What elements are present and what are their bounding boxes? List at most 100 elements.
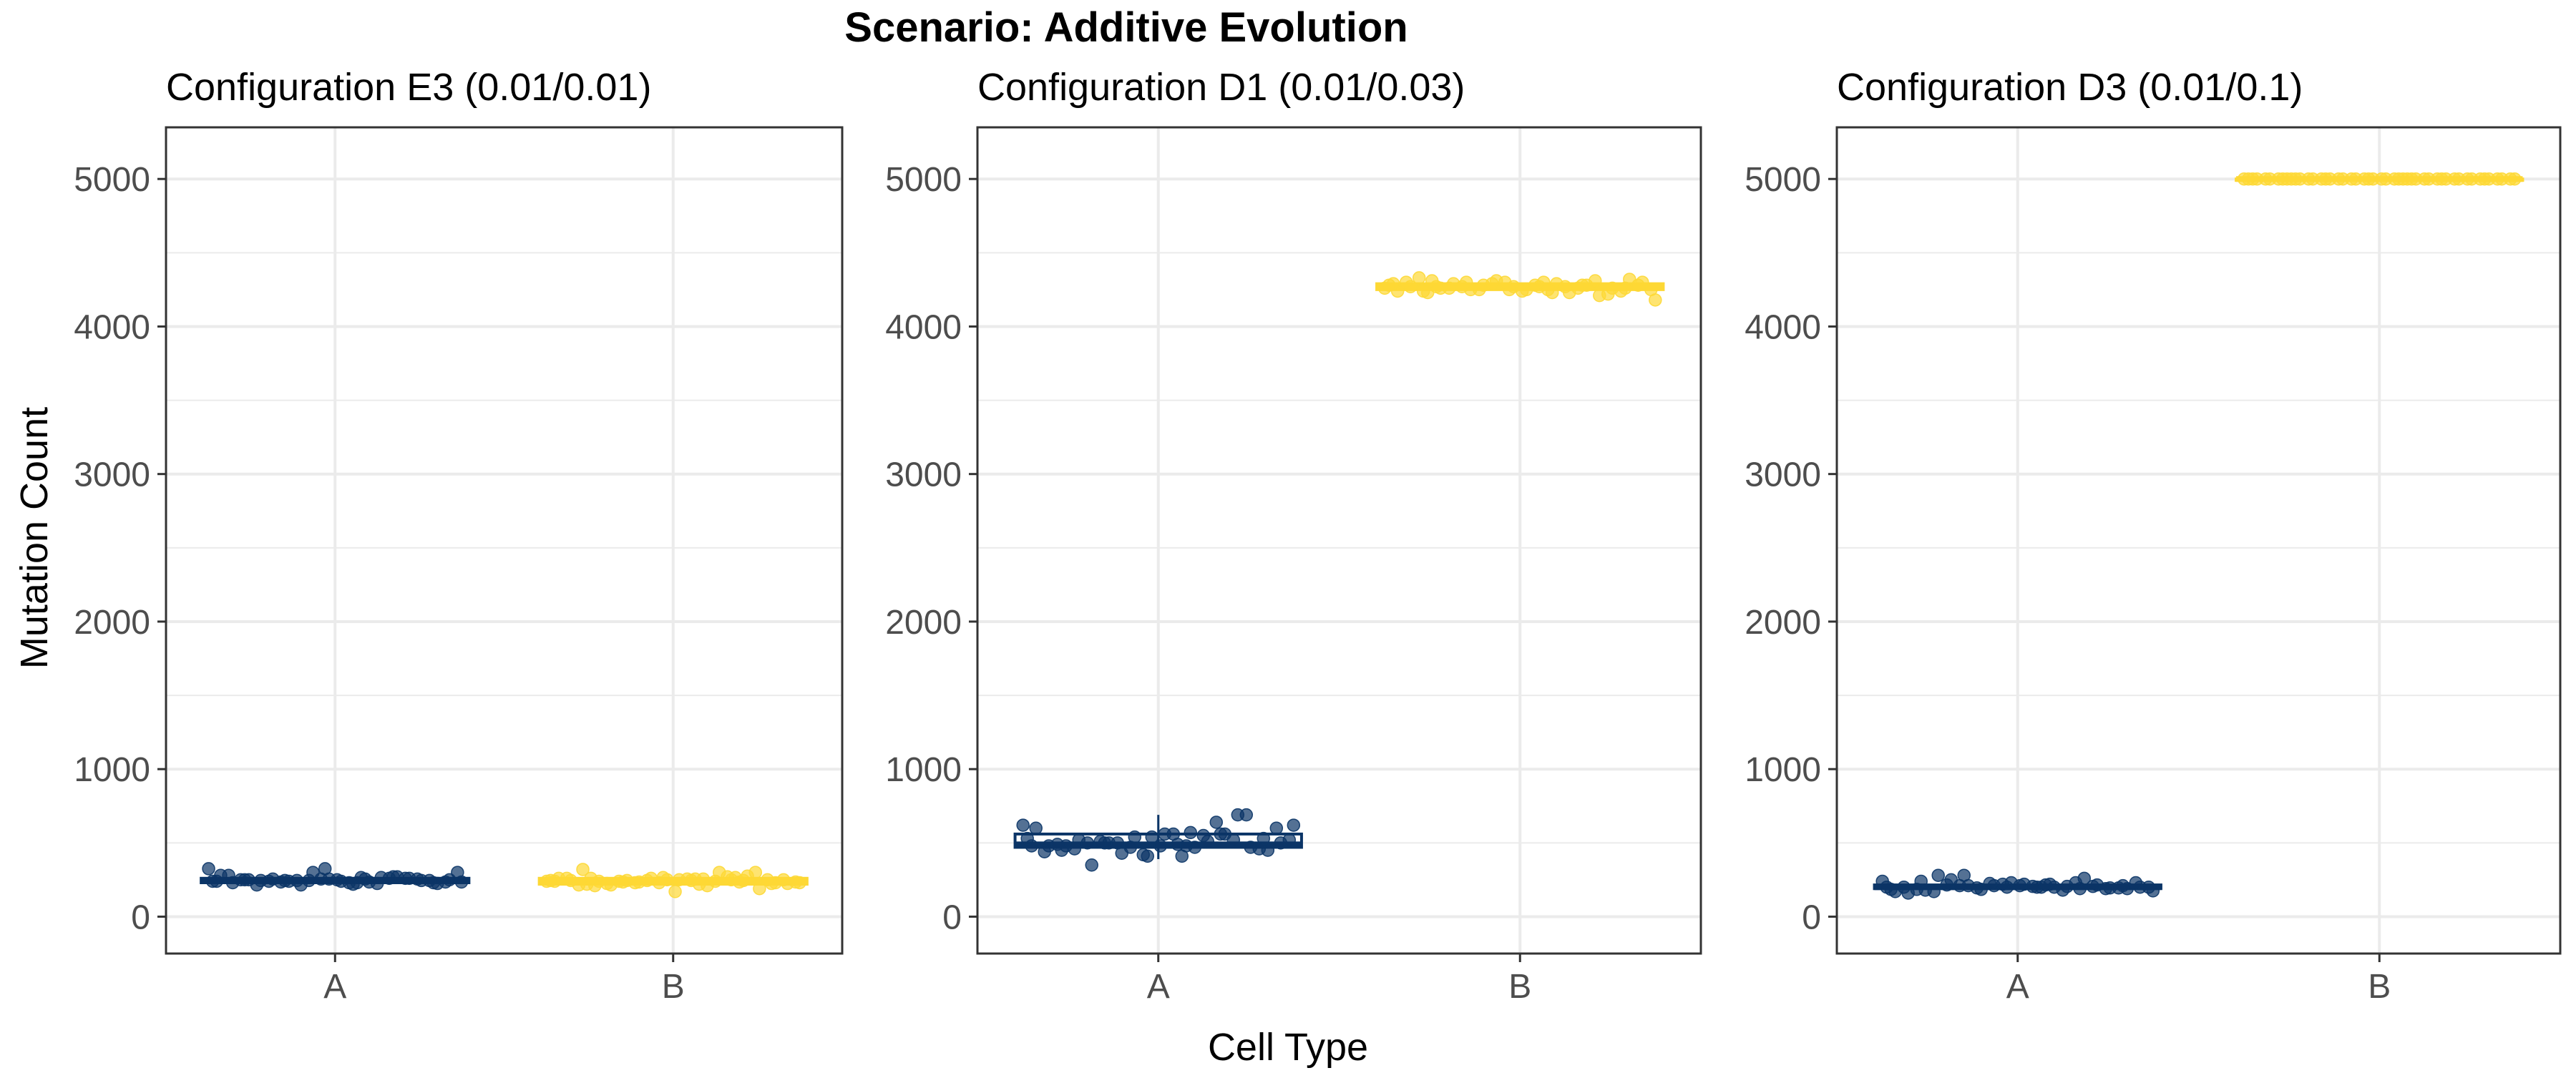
data-point-B xyxy=(1416,284,1430,298)
x-tick-label: A xyxy=(323,968,346,1006)
data-point-B xyxy=(572,878,586,892)
y-tick-label: 2000 xyxy=(885,604,962,642)
x-tick-label: B xyxy=(1508,968,1531,1006)
data-point-A xyxy=(451,866,464,879)
x-tick-label: B xyxy=(662,968,685,1006)
x-tick-label: A xyxy=(1147,968,1170,1006)
panel-title: Configuration D3 (0.01/0.1) xyxy=(1837,66,2303,109)
data-point-B xyxy=(1558,280,1572,293)
y-axis-title: Mutation Count xyxy=(13,407,56,669)
panel-1: 0 1000 2000 3000 4000 5000 A B Configuration E3 … xyxy=(74,66,844,1006)
data-point-B xyxy=(2314,172,2328,186)
points-A xyxy=(1016,808,1301,872)
data-point-A xyxy=(1179,839,1194,853)
data-point-B xyxy=(2418,172,2431,186)
data-point-B xyxy=(733,875,746,889)
data-point-B xyxy=(2284,172,2298,186)
data-point-A xyxy=(1068,842,1081,856)
data-point-B xyxy=(1631,278,1645,292)
panel-3: 0 1000 2000 3000 4000 5000 A B Configuration D3 … xyxy=(1745,66,2562,1006)
data-point-A xyxy=(302,873,316,888)
data-point-B xyxy=(576,863,590,876)
data-point-A xyxy=(382,871,396,886)
data-point-B xyxy=(680,872,694,886)
data-point-A xyxy=(1996,877,2009,891)
data-point-A xyxy=(422,873,436,888)
data-point-A xyxy=(1970,881,1984,895)
y-tick-label: 3000 xyxy=(885,456,962,494)
data-point-A xyxy=(411,872,424,886)
y-tick-label: 0 xyxy=(942,898,962,936)
data-point-A xyxy=(1910,883,1923,896)
data-point-B xyxy=(1382,278,1396,292)
points-B xyxy=(540,863,806,898)
data-point-A xyxy=(1085,858,1098,872)
data-point-A xyxy=(1214,827,1228,841)
data-point-A xyxy=(1093,835,1107,848)
data-point-A xyxy=(1038,845,1051,858)
data-point-B xyxy=(2241,172,2255,186)
data-point-A xyxy=(1029,821,1043,835)
points-B xyxy=(2237,172,2522,186)
data-point-A xyxy=(1953,878,1966,893)
panels: 0 1000 2000 3000 4000 5000 A B Configuration E3 … xyxy=(74,66,2562,1006)
data-point-A xyxy=(2099,882,2113,896)
data-point-B xyxy=(1516,284,1529,298)
data-point-A xyxy=(1166,827,1181,841)
y-tick-label: 3000 xyxy=(1745,456,1821,494)
data-point-B xyxy=(1442,281,1456,295)
data-point-A xyxy=(202,862,215,876)
data-point-B xyxy=(2258,172,2273,186)
data-point-A xyxy=(1880,880,1893,894)
data-point-A xyxy=(1897,880,1911,894)
x-axis-title: Cell Type xyxy=(1208,1026,1368,1069)
data-point-B xyxy=(692,877,706,891)
data-point-B xyxy=(761,873,774,887)
panel-title: Configuration D1 (0.01/0.03) xyxy=(977,66,1465,109)
data-point-B xyxy=(1644,283,1658,297)
data-point-B xyxy=(668,885,682,898)
data-point-B xyxy=(2388,172,2401,186)
figure-title: Scenario: Additive Evolution xyxy=(844,4,1407,51)
data-point-A xyxy=(1927,885,1941,898)
data-point-A xyxy=(1931,868,1945,882)
data-point-A xyxy=(1136,848,1150,862)
data-point-A xyxy=(1269,821,1284,835)
data-point-B xyxy=(2357,172,2371,186)
data-point-B xyxy=(1472,283,1486,297)
data-point-B xyxy=(708,874,722,888)
y-tick-label: 4000 xyxy=(1745,308,1821,346)
panel-2: 0 1000 2000 3000 4000 5000 A B Configuration D1 … xyxy=(885,66,1702,1006)
data-point-B xyxy=(1399,275,1413,289)
y-tick-label: 5000 xyxy=(74,161,150,199)
data-point-B xyxy=(1601,287,1615,301)
data-point-B xyxy=(2504,172,2517,186)
x-tick-label: A xyxy=(2006,968,2029,1006)
data-point-A xyxy=(2129,876,2143,890)
data-point-B xyxy=(2331,172,2346,186)
data-point-B xyxy=(1455,280,1469,293)
data-point-B xyxy=(1541,283,1555,297)
data-point-A xyxy=(2142,880,2156,894)
panel-frame xyxy=(976,126,1702,955)
y-tick-label: 1000 xyxy=(74,751,150,789)
y-tick-label: 1000 xyxy=(1745,751,1821,789)
data-point-A xyxy=(2069,876,2083,890)
data-point-B xyxy=(776,873,791,887)
data-point-B xyxy=(2271,172,2285,186)
data-point-B xyxy=(612,874,626,888)
data-point-A xyxy=(1080,836,1094,850)
y-tick-label: 0 xyxy=(131,898,150,936)
data-point-B xyxy=(1485,277,1499,290)
points-A xyxy=(1875,868,2160,900)
y-tick-label: 5000 xyxy=(1745,161,1821,199)
y-tick-label: 2000 xyxy=(1745,604,1821,642)
data-point-B xyxy=(560,871,574,886)
panel-frame xyxy=(1835,126,2562,955)
data-point-B xyxy=(789,875,803,889)
data-point-B xyxy=(1571,281,1585,295)
data-point-B xyxy=(600,876,614,891)
data-point-A xyxy=(330,873,344,887)
data-point-B xyxy=(748,866,763,879)
